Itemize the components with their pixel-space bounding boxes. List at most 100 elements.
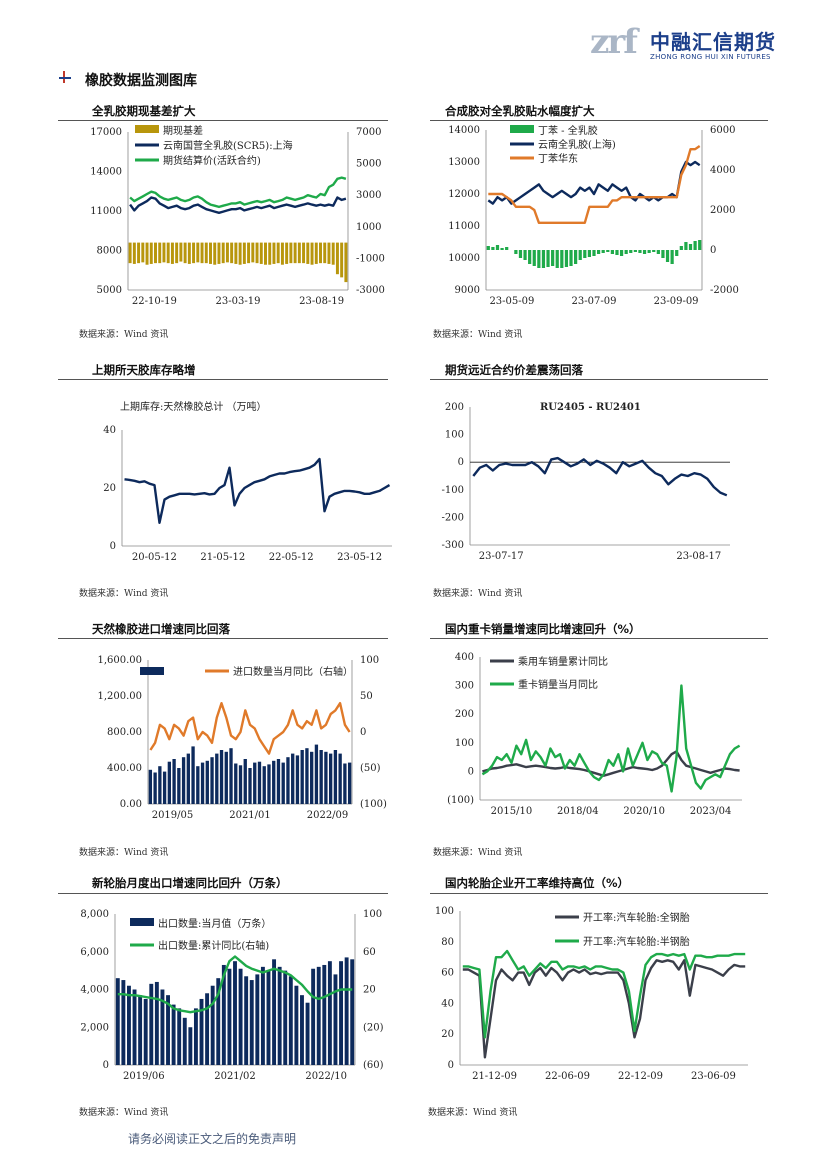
bar: [615, 250, 619, 255]
bar: [234, 763, 238, 804]
chart-header: 上期库存:天然橡胶总计 （万吨）: [120, 400, 267, 413]
bar: [243, 759, 247, 804]
bar: [596, 250, 601, 254]
series-line: [129, 176, 347, 209]
chart-title-7: 新轮胎月度出口增速同比回升（万条）: [92, 876, 288, 890]
y2-tick-label: 6000: [710, 125, 735, 136]
bar: [665, 250, 670, 262]
series-line: [462, 949, 746, 1039]
import-growth-chart: 1,600.00 1,200.00 800.00 400.00 0.00 100 50 0 (5…: [97, 655, 387, 821]
y-tick-label: 6,000: [80, 947, 109, 958]
logo-chinese-name: 中融汇信期货: [650, 30, 776, 54]
y-tick-label: 2,000: [80, 1022, 109, 1033]
y-tick-label: 0: [458, 457, 464, 468]
bar: [486, 246, 490, 250]
legend-label: 开工率:汽车轮胎:全钢胎: [583, 911, 690, 924]
bar: [244, 976, 249, 1065]
bar: [638, 250, 642, 253]
bar: [249, 980, 254, 1065]
y-tick-label: -100: [442, 485, 464, 496]
bar: [327, 961, 332, 1065]
bar: [338, 753, 342, 804]
bar: [149, 983, 154, 1065]
bar: [181, 757, 186, 804]
bar: [335, 242, 339, 275]
bar: [291, 753, 295, 804]
y2-tick-label: (60): [363, 1060, 384, 1071]
y2-tick-label: 3000: [356, 190, 381, 201]
bar: [514, 250, 518, 254]
title-rule: [58, 638, 388, 639]
y2-tick-label: 4000: [710, 165, 735, 176]
y2-tick-label: (50): [360, 763, 381, 774]
bar: [179, 242, 183, 262]
x-tick-label: 23-06-09: [691, 1071, 736, 1082]
legend-label: 开工率:汽车轮胎:半钢胎: [583, 935, 690, 948]
bar: [149, 242, 153, 264]
bar: [500, 248, 504, 250]
logo-mark: zrf: [590, 22, 638, 62]
bar: [233, 961, 237, 1065]
bar: [555, 250, 559, 268]
bar: [331, 242, 335, 265]
x-tick-label: 2022/10: [305, 1071, 347, 1082]
series-line: [124, 457, 391, 525]
bar: [311, 968, 316, 1065]
y2-tick-label: (20): [363, 1022, 384, 1033]
y2-tick-label: -3000: [356, 285, 385, 296]
bar: [293, 242, 297, 264]
y-tick-label: 1,600.00: [97, 655, 142, 666]
bar: [234, 242, 238, 264]
y-tick-label: 11000: [90, 206, 122, 217]
title-rule: [58, 379, 388, 380]
y-tick-label: 40: [103, 425, 116, 436]
bar: [170, 242, 174, 264]
bar: [238, 968, 243, 1065]
series-line: [482, 750, 740, 777]
y-tick-label: 5000: [97, 285, 122, 296]
bar: [196, 766, 200, 804]
bar: [297, 242, 301, 264]
bar: [294, 985, 299, 1065]
bar: [253, 762, 257, 804]
bar: [193, 1008, 198, 1065]
bar: [629, 250, 633, 253]
bar: [319, 242, 322, 264]
bar: [546, 250, 550, 267]
bar: [167, 761, 172, 804]
y2-tick-label: 7000: [356, 127, 381, 138]
bar: [300, 995, 304, 1065]
bar: [230, 242, 234, 264]
bar: [259, 242, 263, 264]
bar: [302, 242, 306, 264]
legend-label: 云南全乳胶(上海): [538, 138, 616, 151]
legend-swatch: [140, 667, 164, 675]
bar: [684, 242, 688, 250]
bar: [175, 242, 179, 264]
x-tick-label: 2021/01: [229, 810, 271, 821]
y2-tick-label: 20: [363, 985, 376, 996]
bar: [267, 764, 271, 804]
bar: [314, 242, 318, 264]
data-source: 数据来源：Wind 资讯: [433, 848, 523, 858]
bar: [196, 242, 200, 263]
bar: [532, 250, 536, 266]
bar: [610, 250, 614, 254]
x-tick-label: 22-05-12: [269, 552, 314, 563]
bar: [537, 250, 541, 268]
tire-operating-rate-chart: 100 80 60 40 20 0 21-12-09 22-06-09 22-12-09 23-0…: [435, 906, 748, 1082]
bar: [305, 1002, 310, 1065]
bar: [693, 241, 697, 250]
x-tick-label: 23-08-19: [299, 296, 344, 307]
y-tick-label: 200: [445, 402, 464, 413]
bar: [619, 250, 624, 256]
y-tick-label: 800.00: [107, 727, 142, 738]
legend-label: 出口数量:累计同比(右轴): [158, 939, 269, 952]
bar: [255, 974, 260, 1065]
title-rule: [430, 379, 768, 380]
bar: [128, 242, 132, 264]
y-tick-label: 0.00: [120, 799, 142, 810]
legend-label: 期货结算价(活跃合约): [163, 154, 261, 167]
y-tick-label: 4,000: [80, 985, 109, 996]
x-tick-label: 23-07-09: [572, 296, 617, 307]
